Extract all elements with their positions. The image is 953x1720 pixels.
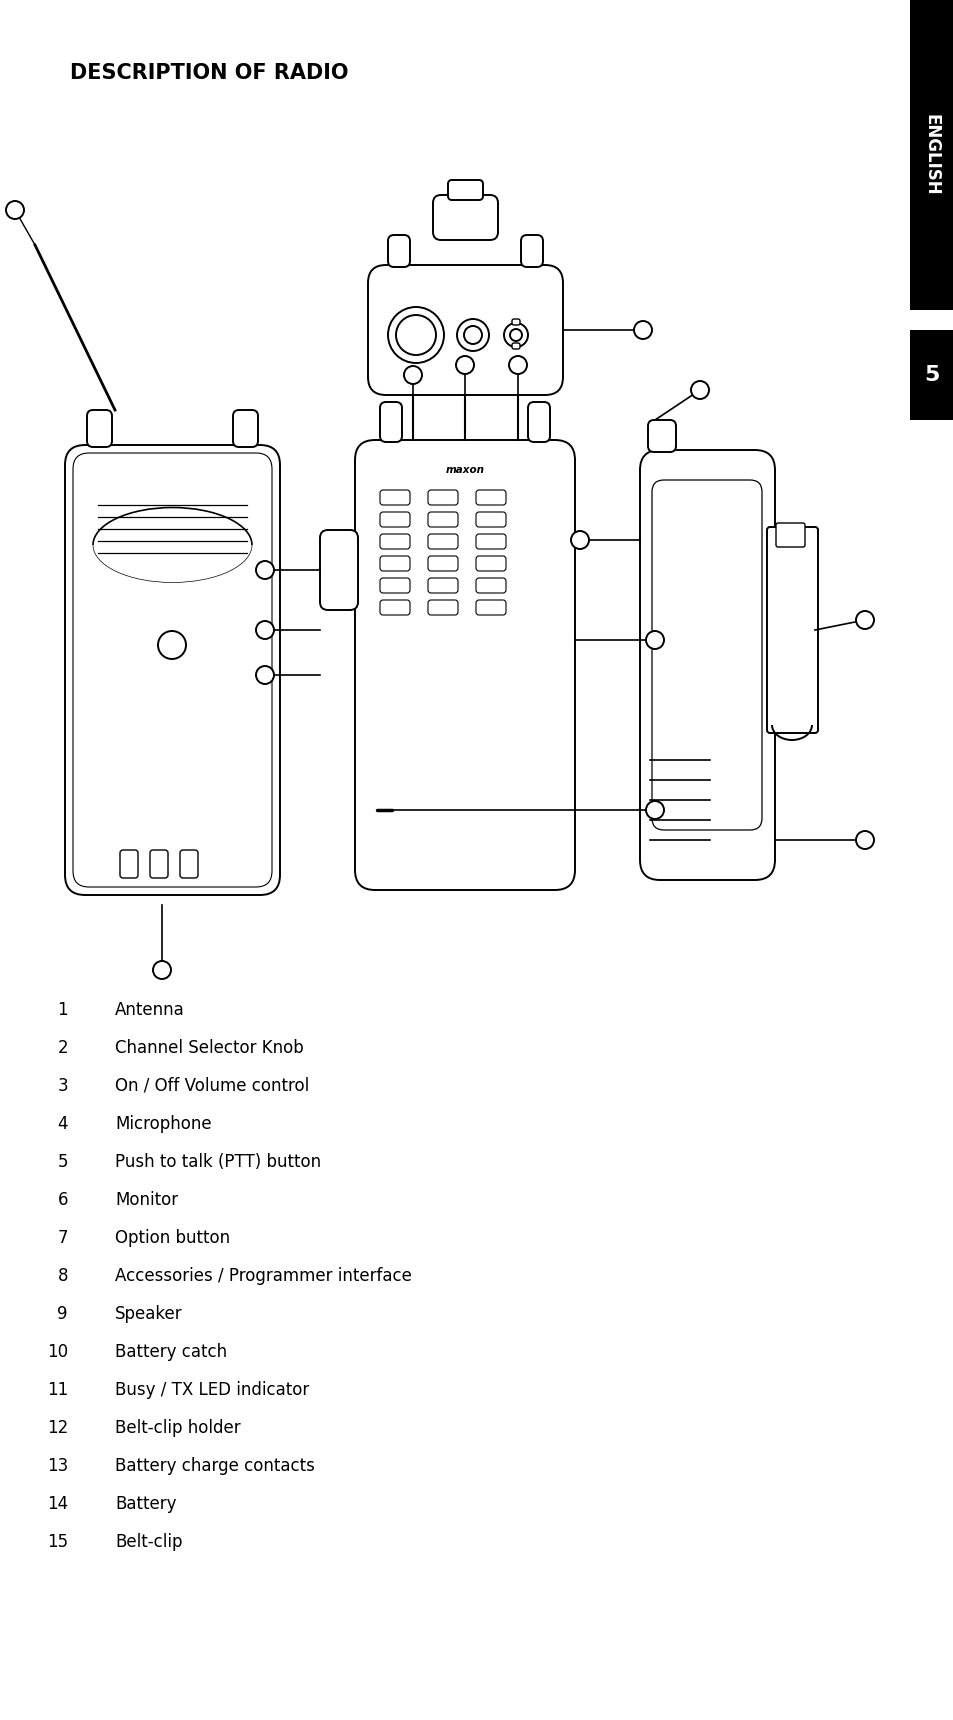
Text: Monitor: Monitor [115, 1190, 178, 1209]
FancyBboxPatch shape [448, 181, 482, 200]
Text: 14: 14 [47, 1495, 68, 1514]
FancyBboxPatch shape [775, 523, 804, 547]
FancyBboxPatch shape [368, 265, 562, 396]
Circle shape [855, 611, 873, 630]
Circle shape [509, 356, 526, 373]
FancyBboxPatch shape [319, 530, 357, 611]
Text: Battery: Battery [115, 1495, 176, 1514]
FancyBboxPatch shape [476, 513, 505, 526]
Text: On / Off Volume control: On / Off Volume control [115, 1077, 309, 1096]
FancyBboxPatch shape [639, 451, 774, 881]
Circle shape [395, 315, 436, 354]
Text: 6: 6 [57, 1190, 68, 1209]
Text: 5: 5 [57, 1152, 68, 1171]
Text: 7: 7 [57, 1230, 68, 1247]
Text: 15: 15 [47, 1533, 68, 1551]
FancyBboxPatch shape [433, 194, 497, 241]
FancyBboxPatch shape [647, 420, 676, 452]
Text: 10: 10 [47, 1343, 68, 1361]
Text: 1: 1 [57, 1001, 68, 1018]
FancyBboxPatch shape [87, 409, 112, 447]
Text: Battery catch: Battery catch [115, 1343, 227, 1361]
Text: Push to talk (PTT) button: Push to talk (PTT) button [115, 1152, 321, 1171]
Text: 2: 2 [57, 1039, 68, 1058]
FancyBboxPatch shape [476, 600, 505, 616]
Circle shape [158, 631, 186, 659]
Text: Belt-clip holder: Belt-clip holder [115, 1419, 240, 1436]
FancyBboxPatch shape [388, 236, 410, 267]
FancyBboxPatch shape [379, 490, 410, 506]
Bar [909, 330, 953, 420]
FancyBboxPatch shape [476, 533, 505, 549]
Circle shape [456, 356, 474, 373]
FancyBboxPatch shape [180, 850, 198, 877]
FancyBboxPatch shape [379, 578, 410, 593]
FancyBboxPatch shape [527, 402, 550, 442]
FancyBboxPatch shape [428, 513, 457, 526]
FancyBboxPatch shape [520, 236, 542, 267]
Circle shape [510, 329, 521, 341]
Text: 9: 9 [57, 1305, 68, 1323]
FancyBboxPatch shape [379, 402, 401, 442]
Circle shape [255, 621, 274, 640]
Circle shape [855, 831, 873, 850]
Text: 3: 3 [57, 1077, 68, 1096]
FancyBboxPatch shape [428, 600, 457, 616]
Circle shape [6, 201, 24, 218]
FancyBboxPatch shape [65, 445, 280, 894]
FancyBboxPatch shape [379, 600, 410, 616]
Text: 12: 12 [47, 1419, 68, 1436]
FancyBboxPatch shape [476, 490, 505, 506]
Text: Speaker: Speaker [115, 1305, 182, 1323]
Circle shape [255, 561, 274, 580]
Text: 4: 4 [57, 1115, 68, 1133]
Circle shape [388, 306, 443, 363]
Text: DESCRIPTION OF RADIO: DESCRIPTION OF RADIO [70, 64, 348, 83]
FancyBboxPatch shape [428, 556, 457, 571]
Circle shape [503, 323, 527, 347]
FancyBboxPatch shape [150, 850, 168, 877]
Circle shape [255, 666, 274, 685]
Text: 8: 8 [57, 1268, 68, 1285]
Text: 5: 5 [923, 365, 939, 385]
Bar [909, 0, 953, 310]
FancyBboxPatch shape [512, 342, 519, 349]
FancyBboxPatch shape [120, 850, 138, 877]
Circle shape [403, 366, 421, 384]
FancyBboxPatch shape [512, 318, 519, 325]
Text: Channel Selector Knob: Channel Selector Knob [115, 1039, 303, 1058]
FancyBboxPatch shape [428, 533, 457, 549]
Circle shape [571, 531, 588, 549]
Circle shape [456, 318, 489, 351]
FancyBboxPatch shape [476, 578, 505, 593]
Text: maxon: maxon [445, 464, 484, 475]
Text: 11: 11 [47, 1381, 68, 1398]
Text: Option button: Option button [115, 1230, 230, 1247]
FancyBboxPatch shape [379, 513, 410, 526]
Circle shape [463, 327, 481, 344]
Text: Microphone: Microphone [115, 1115, 212, 1133]
Circle shape [645, 802, 663, 819]
FancyBboxPatch shape [379, 533, 410, 549]
FancyBboxPatch shape [379, 556, 410, 571]
Text: Belt-clip: Belt-clip [115, 1533, 182, 1551]
Text: ENGLISH: ENGLISH [923, 114, 940, 196]
FancyBboxPatch shape [428, 490, 457, 506]
Text: 13: 13 [47, 1457, 68, 1476]
Circle shape [645, 631, 663, 648]
Text: Battery charge contacts: Battery charge contacts [115, 1457, 314, 1476]
Circle shape [634, 322, 651, 339]
Circle shape [690, 382, 708, 399]
FancyBboxPatch shape [766, 526, 817, 733]
Text: Busy / TX LED indicator: Busy / TX LED indicator [115, 1381, 309, 1398]
Circle shape [152, 961, 171, 979]
Text: Accessories / Programmer interface: Accessories / Programmer interface [115, 1268, 412, 1285]
FancyBboxPatch shape [428, 578, 457, 593]
Text: Antenna: Antenna [115, 1001, 185, 1018]
FancyBboxPatch shape [233, 409, 257, 447]
FancyBboxPatch shape [355, 440, 575, 889]
FancyBboxPatch shape [476, 556, 505, 571]
